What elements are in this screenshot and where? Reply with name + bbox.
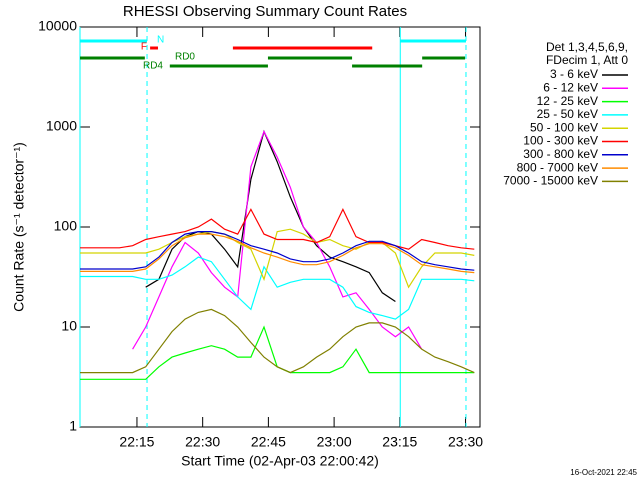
legend-label: 25 - 50 keV <box>537 107 598 121</box>
legend-label: 300 - 800 keV <box>523 147 598 161</box>
series-line <box>80 308 475 374</box>
x-tick-label: 22:30 <box>185 434 220 450</box>
x-tick-label: 23:30 <box>448 434 483 450</box>
x-tick-label: 22:15 <box>119 434 154 450</box>
flag-label: RD0 <box>175 52 195 63</box>
legend-label: 100 - 300 keV <box>523 134 598 148</box>
legend-label: 50 - 100 keV <box>530 120 598 134</box>
legend-label: 3 - 6 keV <box>550 67 598 81</box>
flag-label: N <box>157 35 164 46</box>
y-tick-label: 1000 <box>46 118 77 134</box>
y-tick-label: 1 <box>69 418 77 434</box>
legend-label: 12 - 25 keV <box>537 94 598 108</box>
series-line <box>80 233 475 274</box>
series-line <box>80 208 475 250</box>
y-axis-label: Count Rate (s⁻¹ detector⁻¹) <box>11 142 27 312</box>
x-axis-label: Start Time (02-Apr-03 22:00:42) <box>181 453 379 469</box>
series-line <box>80 228 475 289</box>
chart-title: RHESSI Observing Summary Count Rates <box>123 3 407 20</box>
series-line <box>80 231 475 271</box>
series-line <box>80 256 475 320</box>
flag-label: RD4 <box>143 61 163 72</box>
x-tick-label: 23:00 <box>317 434 352 450</box>
legend-header: Det 1,3,4,5,6,9, <box>546 40 628 54</box>
x-tick-label: 22:45 <box>251 434 286 450</box>
y-tick-label: 100 <box>54 218 78 234</box>
legend-label: 800 - 7000 keV <box>517 160 598 174</box>
series-line <box>132 130 423 350</box>
legend-header: FDecim 1, Att 0 <box>546 53 628 67</box>
flag-label: F <box>141 42 147 53</box>
y-tick-label: 10000 <box>38 18 77 34</box>
legend-label: 7000 - 15000 keV <box>503 174 598 188</box>
y-tick-label: 10 <box>61 318 77 334</box>
x-tick-label: 23:15 <box>382 434 417 450</box>
footer: 16-Oct-2021 22:45 <box>570 468 637 477</box>
legend-label: 6 - 12 keV <box>543 80 598 94</box>
